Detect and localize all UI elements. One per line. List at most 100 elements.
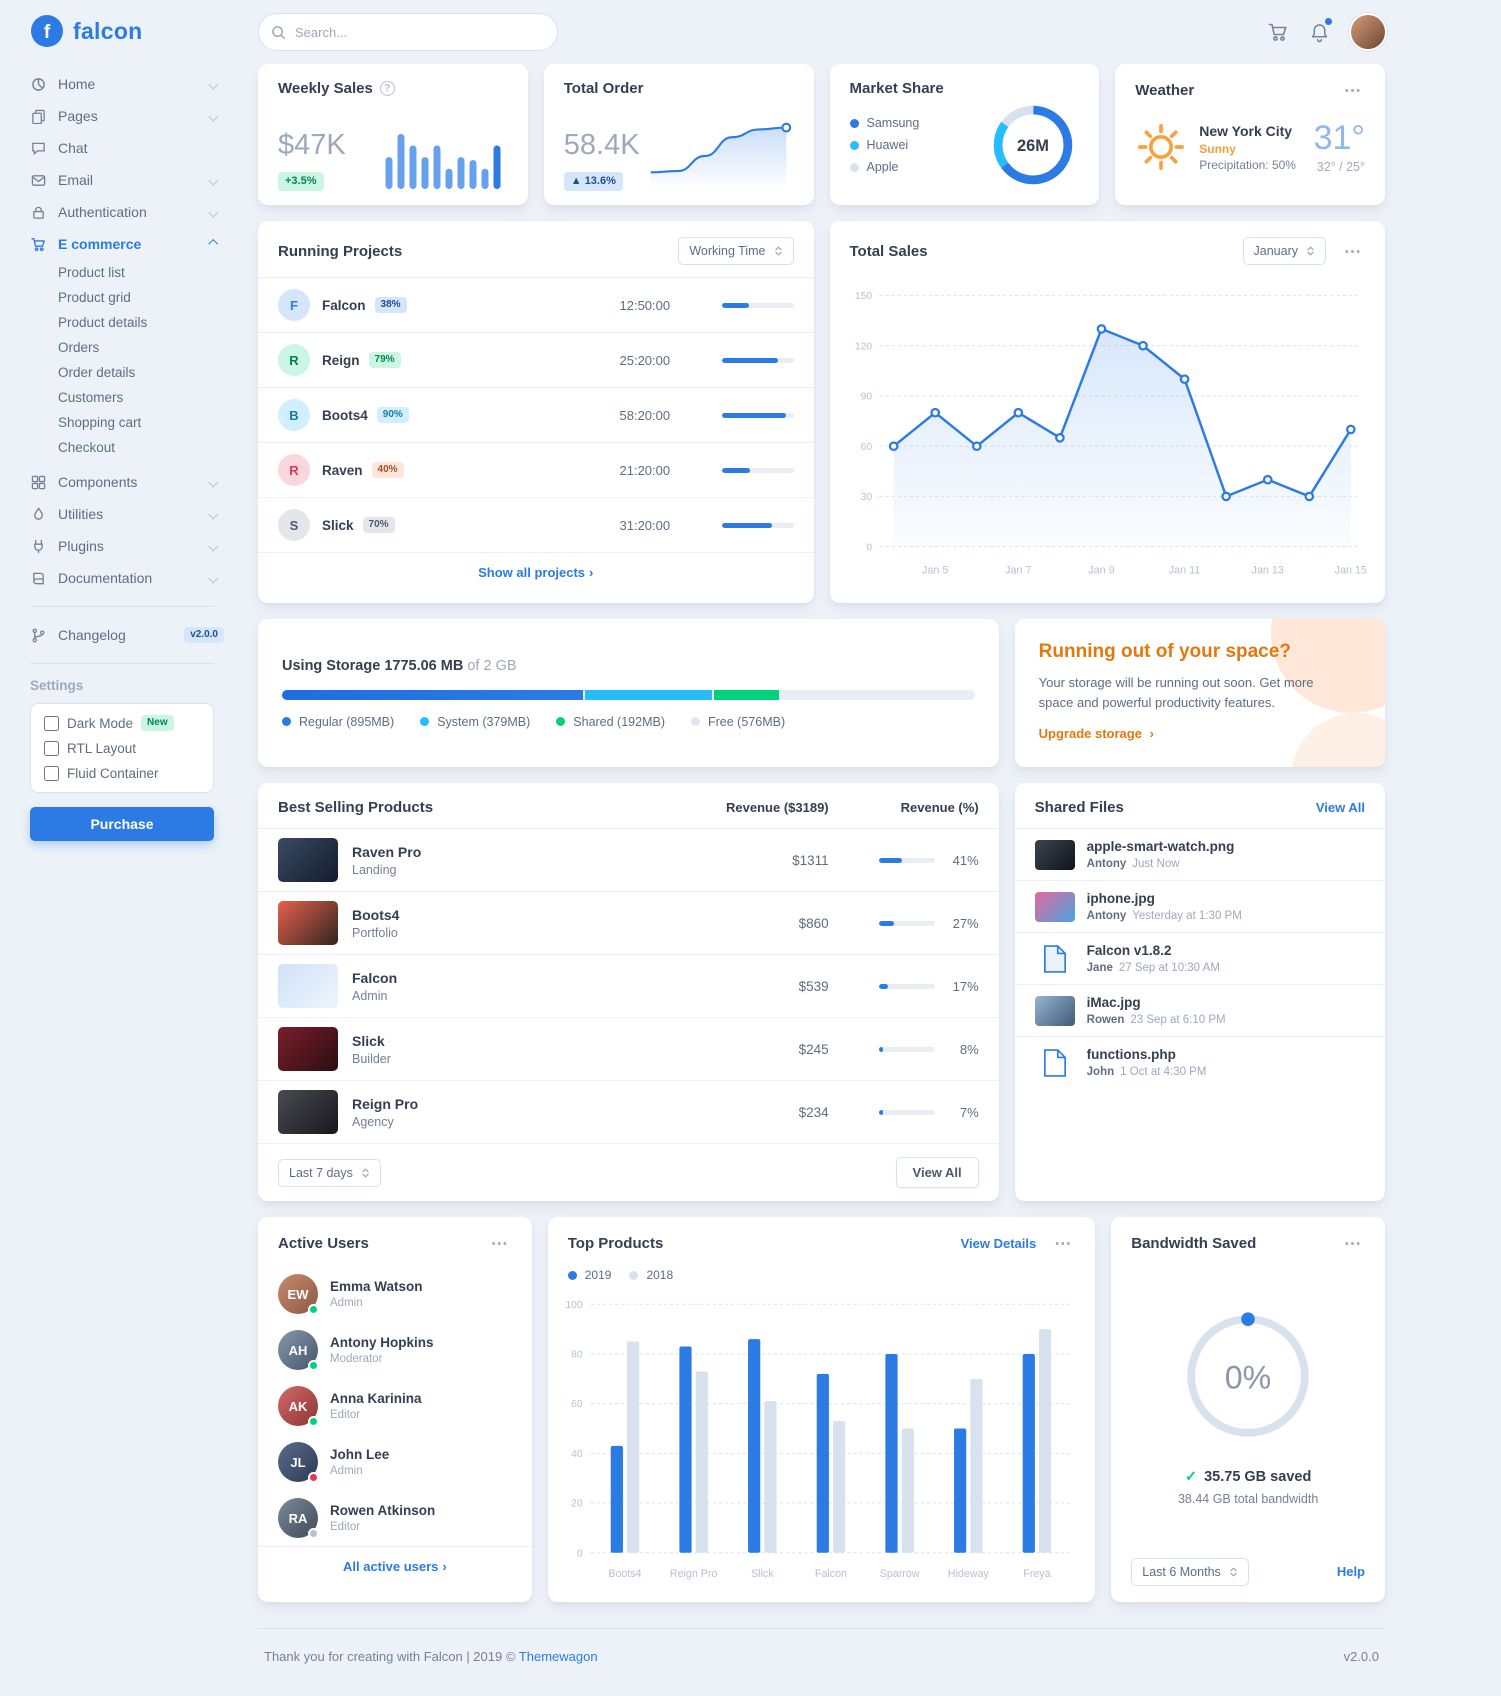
avatar[interactable]: RA	[278, 1498, 319, 1540]
project-name[interactable]: Slick	[322, 517, 354, 533]
project-progress-bar	[721, 467, 794, 473]
zip-file-icon[interactable]	[1035, 944, 1075, 974]
product-info: Boots4 Portfolio	[352, 907, 679, 940]
sidebar-item-home[interactable]: Home	[30, 68, 228, 100]
user-avatar[interactable]	[1351, 15, 1385, 49]
user-name[interactable]: John Lee	[330, 1447, 390, 1463]
card-title: Top Products	[567, 1235, 664, 1253]
working-time-select[interactable]: Working Time	[678, 237, 794, 265]
user-name[interactable]: Emma Watson	[330, 1279, 423, 1295]
month-select[interactable]: January	[1242, 237, 1326, 265]
file-name[interactable]: iphone.jpg	[1086, 891, 1155, 907]
sidebar-item-shopping-cart[interactable]: Shopping cart	[58, 415, 142, 430]
sidebar-item-orders[interactable]: Orders	[58, 340, 100, 355]
sidebar-item-chat[interactable]: Chat	[30, 132, 228, 164]
rtl-layout-checkbox[interactable]	[44, 741, 59, 756]
card-menu-icon[interactable]: ⋯	[1344, 241, 1361, 261]
product-name[interactable]: Boots4	[352, 906, 400, 923]
product-type[interactable]: Agency	[352, 1114, 394, 1129]
card-menu-icon[interactable]: ⋯	[1344, 1234, 1361, 1254]
card-menu-icon[interactable]: ⋯	[1344, 81, 1361, 100]
upgrade-storage-link[interactable]: Upgrade storage ›	[1039, 726, 1154, 741]
sidebar-item-product-list[interactable]: Product list	[58, 265, 125, 280]
file-thumbnail[interactable]	[1034, 891, 1075, 922]
period-select[interactable]: Last 6 Months	[1131, 1557, 1249, 1586]
product-type[interactable]: Portfolio	[352, 925, 398, 940]
cart-icon[interactable]	[1268, 22, 1288, 42]
legend-item[interactable]: 2019	[567, 1268, 611, 1282]
help-icon[interactable]: ?	[379, 81, 395, 96]
card-title: Best Selling Products	[278, 799, 434, 817]
show-all-projects-link[interactable]: Show all projects ›	[258, 552, 814, 592]
themewagon-link[interactable]: Themewagon	[518, 1648, 598, 1664]
sidebar-item-product-details[interactable]: Product details	[58, 315, 148, 330]
php-file-icon[interactable]	[1035, 1048, 1075, 1078]
fluid-container-checkbox[interactable]	[44, 766, 59, 781]
product-thumbnail[interactable]	[278, 838, 338, 883]
sidebar-item-checkout[interactable]: Checkout	[58, 440, 116, 455]
product-type[interactable]: Admin	[352, 988, 388, 1003]
user-name[interactable]: Anna Karinina	[330, 1391, 422, 1407]
project-name[interactable]: Falcon	[322, 297, 366, 313]
product-type[interactable]: Landing	[352, 862, 397, 877]
file-name[interactable]: iMac.jpg	[1086, 995, 1141, 1011]
file-name[interactable]: Falcon v1.8.2	[1086, 943, 1172, 959]
fluid-container-toggle[interactable]: Fluid Container	[44, 766, 200, 781]
file-name[interactable]: apple-smart-watch.png	[1086, 839, 1235, 855]
dark-mode-toggle[interactable]: Dark Mode New	[44, 715, 200, 731]
sidebar-item-ecommerce[interactable]: E commerce	[30, 228, 228, 260]
sidebar-item-documentation[interactable]: Documentation	[30, 562, 228, 594]
avatar[interactable]: EW	[278, 1274, 319, 1316]
sidebar-item-order-details[interactable]: Order details	[58, 365, 136, 380]
product-thumbnail[interactable]	[278, 901, 338, 946]
file-name[interactable]: functions.php	[1086, 1047, 1176, 1063]
avatar[interactable]: AK	[278, 1386, 319, 1428]
legend-label: Samsung	[866, 116, 920, 130]
sidebar-item-authentication[interactable]: Authentication	[30, 196, 228, 228]
product-name[interactable]: Falcon	[352, 969, 398, 986]
sidebar-item-email[interactable]: Email	[30, 164, 228, 196]
project-name[interactable]: Reign	[322, 352, 360, 368]
product-thumbnail[interactable]	[278, 1090, 338, 1135]
view-all-button[interactable]: View All	[895, 1157, 979, 1189]
sidebar-item-product-grid[interactable]: Product grid	[58, 290, 131, 305]
user-name[interactable]: Antony Hopkins	[330, 1335, 434, 1351]
card-menu-icon[interactable]: ⋯	[490, 1234, 508, 1254]
sidebar-item-label: Chat	[58, 140, 88, 156]
product-thumbnail[interactable]	[278, 964, 338, 1009]
sidebar-item-utilities[interactable]: Utilities	[30, 498, 228, 530]
product-thumbnail[interactable]	[278, 1027, 338, 1072]
revenue-pct-label: 41%	[952, 852, 979, 868]
project-name[interactable]: Boots4	[322, 407, 368, 423]
card-menu-icon[interactable]: ⋯	[1054, 1234, 1072, 1254]
notifications-bell-icon[interactable]	[1310, 17, 1332, 43]
user-name[interactable]: Rowen Atkinson	[330, 1503, 436, 1519]
avatar[interactable]: JL	[278, 1442, 319, 1484]
product-type[interactable]: Builder	[352, 1051, 391, 1066]
product-name[interactable]: Reign Pro	[352, 1095, 419, 1112]
legend-item[interactable]: 2018	[629, 1268, 673, 1282]
purchase-button[interactable]: Purchase	[30, 807, 214, 841]
product-name[interactable]: Slick	[352, 1032, 385, 1049]
view-details-link[interactable]: View Details	[960, 1236, 1037, 1252]
avatar-initials: AK	[288, 1398, 308, 1414]
product-name[interactable]: Raven Pro	[352, 843, 422, 860]
project-name[interactable]: Raven	[322, 462, 363, 478]
sidebar-item-pages[interactable]: Pages	[30, 100, 228, 132]
rtl-layout-toggle[interactable]: RTL Layout	[44, 741, 200, 756]
file-thumbnail[interactable]	[1034, 839, 1075, 870]
dark-mode-checkbox[interactable]	[44, 715, 59, 731]
brand[interactable]: f falcon	[30, 14, 228, 48]
sidebar-item-components[interactable]: Components	[30, 466, 228, 498]
all-active-users-link[interactable]: All active users ›	[258, 1546, 532, 1586]
sidebar-item-customers[interactable]: Customers	[58, 390, 124, 405]
help-link[interactable]: Help	[1336, 1564, 1365, 1580]
file-thumbnail[interactable]	[1034, 995, 1075, 1026]
timeframe-select[interactable]: Last 7 days	[278, 1158, 381, 1187]
sidebar-item-plugins[interactable]: Plugins	[30, 530, 228, 562]
search-input[interactable]	[258, 13, 558, 51]
sidebar-item-changelog[interactable]: Changelog v2.0.0	[30, 619, 228, 651]
avatar[interactable]: AH	[278, 1330, 319, 1372]
view-all-link[interactable]: View All	[1315, 800, 1365, 816]
project-progress-bar	[721, 522, 794, 528]
